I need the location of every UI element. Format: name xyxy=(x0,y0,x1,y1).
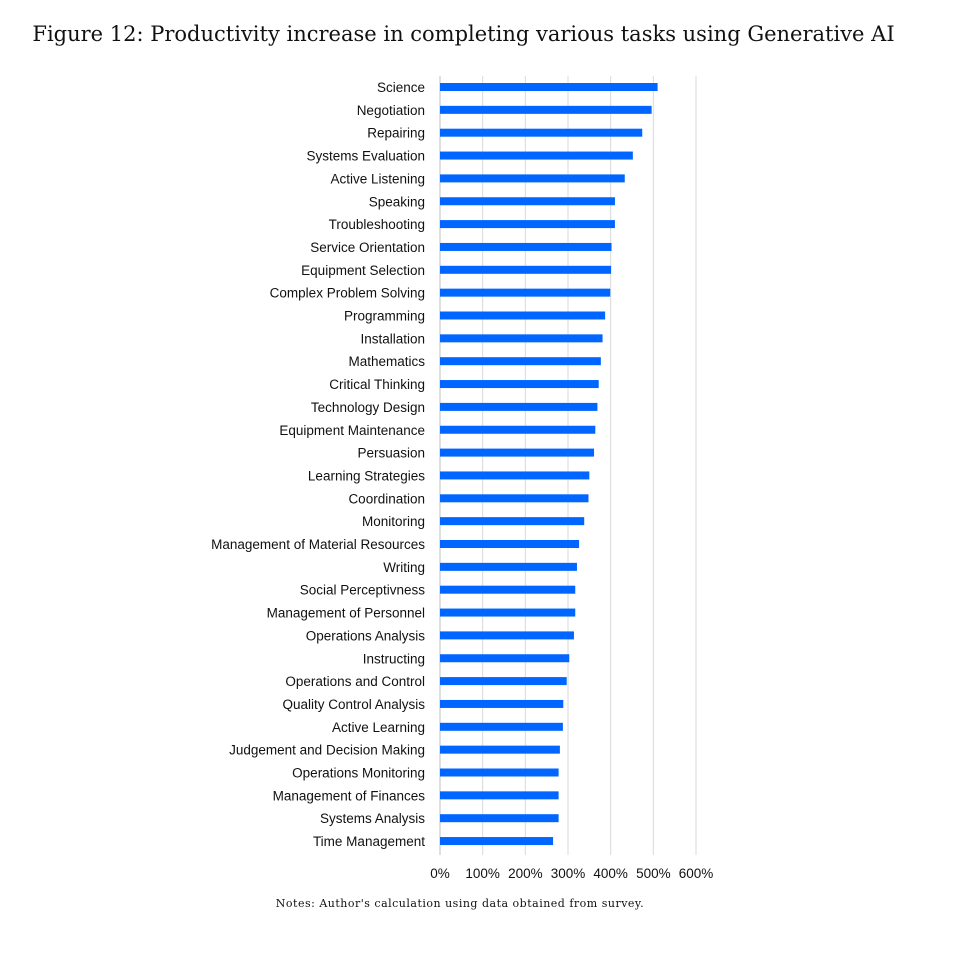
category-label: Operations and Control xyxy=(285,674,425,689)
category-label: Persuasion xyxy=(357,446,425,461)
category-label: Social Perceptivness xyxy=(300,583,426,598)
figure-title: Figure 12: Productivity increase in comp… xyxy=(32,22,895,46)
category-label: Equipment Maintenance xyxy=(279,423,425,438)
category-label: Operations Analysis xyxy=(306,628,426,643)
category-label: Monitoring xyxy=(362,514,425,529)
bar xyxy=(440,380,599,389)
category-label: Coordination xyxy=(348,491,425,506)
x-tick-label: 100% xyxy=(465,866,500,881)
bar xyxy=(440,105,652,114)
category-label: Negotiation xyxy=(357,103,425,118)
bar xyxy=(440,425,596,434)
category-label: Writing xyxy=(383,560,425,575)
bar xyxy=(440,311,606,320)
bar xyxy=(440,745,560,754)
bar xyxy=(440,357,601,366)
category-label: Troubleshooting xyxy=(329,217,425,232)
category-label: Technology Design xyxy=(311,400,425,415)
category-labels: Science Negotiation Repairing Systems Evalu… xyxy=(211,80,425,849)
category-label: Complex Problem Solving xyxy=(270,286,425,301)
bar xyxy=(440,151,633,160)
category-label: Service Orientation xyxy=(310,240,425,255)
bars xyxy=(440,83,658,846)
category-label: Learning Strategies xyxy=(308,468,425,483)
bar xyxy=(440,197,615,206)
x-tick-labels: 0% 100% 200% 300% 400% 500% 600% xyxy=(430,866,713,881)
x-tick-label: 400% xyxy=(593,866,628,881)
category-label: Repairing xyxy=(367,126,425,141)
category-label: Time Management xyxy=(313,834,425,849)
bar xyxy=(440,517,585,526)
bar xyxy=(440,220,615,229)
bar xyxy=(440,837,554,846)
category-label: Mathematics xyxy=(348,354,425,369)
category-label: Management of Personnel xyxy=(267,606,425,621)
bar xyxy=(440,128,643,137)
category-label: Instructing xyxy=(363,651,425,666)
category-label: Programming xyxy=(344,309,425,324)
bar xyxy=(440,699,564,708)
bar xyxy=(440,608,576,617)
category-label: Management of Material Resources xyxy=(211,537,425,552)
bar xyxy=(440,265,612,274)
category-label: Active Listening xyxy=(330,171,425,186)
category-label: Systems Analysis xyxy=(320,811,425,826)
bar xyxy=(440,334,603,343)
category-label: Systems Evaluation xyxy=(306,149,425,164)
x-tick-label: 0% xyxy=(430,866,450,881)
bar xyxy=(440,585,576,594)
bar xyxy=(440,814,559,823)
category-label: Quality Control Analysis xyxy=(282,697,425,712)
x-tick-label: 600% xyxy=(679,866,714,881)
bar xyxy=(440,288,611,297)
bar xyxy=(440,402,598,411)
bar xyxy=(440,83,658,91)
gridlines xyxy=(439,76,697,855)
x-tick-label: 200% xyxy=(508,866,543,881)
bar xyxy=(440,791,559,800)
category-label: Critical Thinking xyxy=(329,377,425,392)
category-label: Operations Monitoring xyxy=(292,766,425,781)
bar xyxy=(440,448,595,457)
category-label: Speaking xyxy=(369,194,425,209)
category-label: Science xyxy=(377,80,425,95)
bar xyxy=(440,654,570,663)
bar xyxy=(440,471,590,480)
category-label: Management of Finances xyxy=(273,788,426,803)
bar xyxy=(440,540,580,548)
bar xyxy=(440,494,589,503)
category-label: Equipment Selection xyxy=(301,263,425,278)
category-label: Installation xyxy=(360,331,425,346)
category-label: Active Learning xyxy=(332,720,425,735)
x-tick-label: 500% xyxy=(636,866,671,881)
bar xyxy=(440,677,567,686)
bar xyxy=(440,631,574,640)
category-label: Judgement and Decision Making xyxy=(229,743,425,758)
bar xyxy=(440,562,577,571)
figure-notes: Notes: Author's calculation using data o… xyxy=(275,897,645,910)
bar xyxy=(440,768,559,777)
bar xyxy=(440,174,625,183)
bar xyxy=(440,722,563,731)
bar xyxy=(440,242,612,251)
x-tick-label: 300% xyxy=(551,866,586,881)
